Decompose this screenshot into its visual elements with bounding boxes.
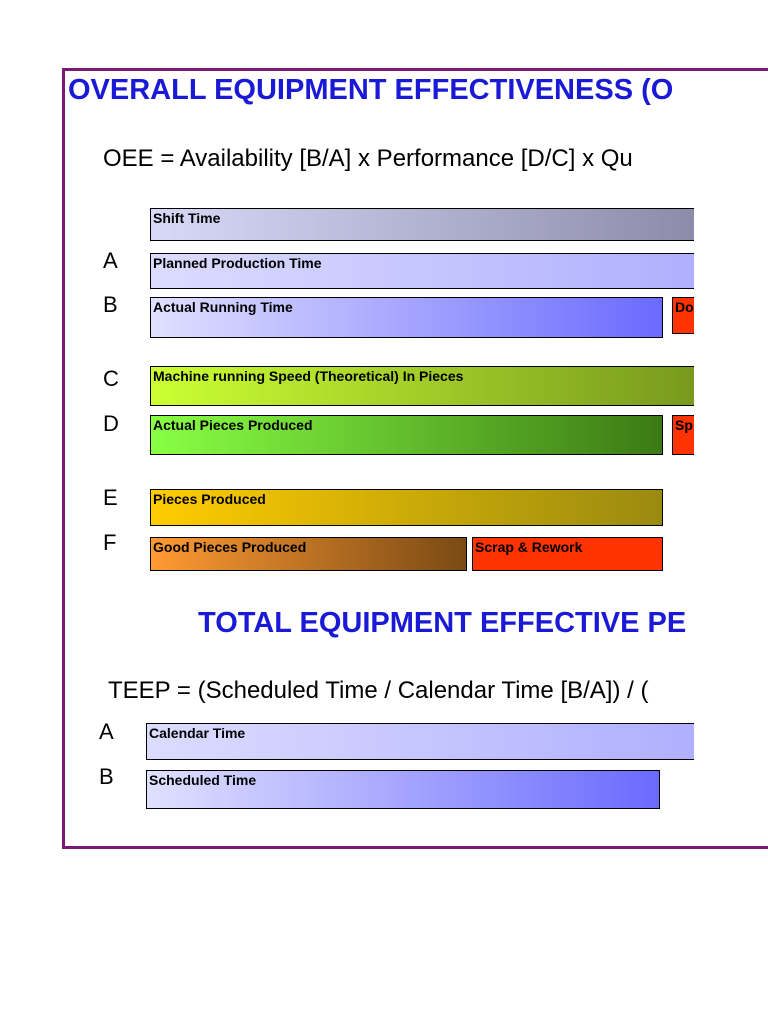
bar-actual-pieces: Actual Pieces Produced [150,415,663,455]
bar-scrap-rework: Scrap & Rework [472,537,663,571]
teep-title: TOTAL EQUIPMENT EFFECTIVE PE [198,607,687,639]
row-letter-f: F [103,530,117,555]
bar-scheduled-time: Scheduled Time [146,770,660,809]
bar-good-pieces: Good Pieces Produced [150,537,467,571]
row-letter-c: C [103,366,119,391]
row-letter-d: D [103,411,119,436]
teep-row-letter-b: B [99,764,114,789]
bar-pieces-produced: Pieces Produced [150,489,663,526]
row-letter-e: E [103,485,118,510]
oee-title: OVERALL EQUIPMENT EFFECTIVENESS (O [68,74,674,106]
diagram-frame [62,68,768,849]
teep-formula: TEEP = (Scheduled Time / Calendar Time [… [108,677,649,704]
row-letter-a: A [103,248,118,273]
diagram-canvas: OVERALL EQUIPMENT EFFECTIVENESS (O OEE =… [68,74,694,809]
row-letter-b: B [103,292,118,317]
oee-formula: OEE = Availability [B/A] x Performance [… [103,145,633,172]
bar-calendar-time: Calendar Time [146,723,694,760]
bar-actual-running-time: Actual Running Time [150,297,663,338]
bar-planned-production-time: Planned Production Time [150,253,694,289]
bar-shift-time: Shift Time [150,208,694,241]
bar-downtime-loss: Do [672,297,694,334]
teep-row-letter-a: A [99,719,114,744]
bar-theoretical-speed: Machine running Speed (Theoretical) In P… [150,366,694,406]
bar-speed-loss: Sp [672,415,694,455]
